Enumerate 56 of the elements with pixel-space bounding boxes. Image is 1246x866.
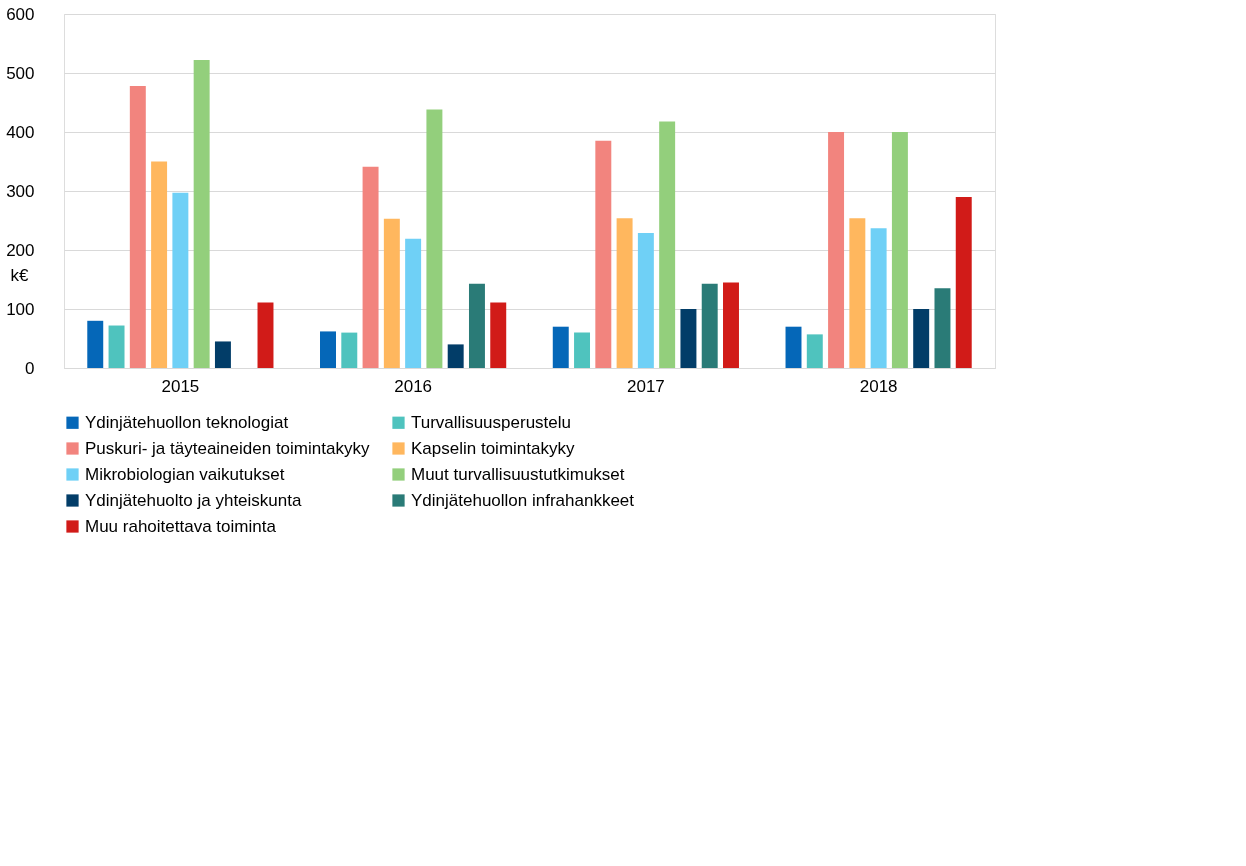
bar	[468, 283, 485, 368]
x-tick-label: 2017	[626, 376, 665, 396]
bar	[341, 332, 358, 368]
legend-label: Turvallisuusperustelu	[411, 412, 571, 432]
legend-label: Ydinjätehuolto ja yhteiskunta	[85, 490, 302, 510]
bar	[108, 325, 125, 368]
bar	[320, 331, 336, 368]
bar	[701, 283, 718, 368]
bar	[574, 332, 591, 368]
bar	[426, 109, 443, 368]
bar	[447, 344, 464, 368]
bar	[595, 140, 612, 368]
y-tick-label: 400	[6, 122, 35, 142]
bar	[659, 121, 676, 368]
bar	[637, 232, 654, 368]
bar	[490, 302, 507, 368]
bar	[806, 334, 823, 368]
y-tick-label: 100	[6, 299, 35, 319]
x-tick-label: 2018	[859, 376, 898, 396]
x-tick-label: 2015	[161, 376, 200, 396]
legend-label: Kapselin toimintakyky	[411, 438, 575, 458]
legend-label: Muu rahoitettava toiminta	[85, 516, 277, 536]
bar	[723, 282, 739, 368]
bar	[383, 218, 400, 368]
legend-label: Ydinjätehuollon infrahankkeet	[411, 490, 635, 510]
bar	[129, 85, 146, 368]
y-axis-title: k€	[10, 265, 30, 285]
bar	[172, 192, 189, 368]
bar	[151, 161, 168, 368]
bar	[616, 218, 633, 368]
bar	[257, 302, 274, 368]
bar	[87, 320, 104, 368]
bar	[785, 326, 802, 368]
bar	[955, 196, 972, 368]
bar	[193, 60, 210, 368]
y-tick-label: 0	[25, 358, 35, 378]
y-tick-label: 300	[6, 181, 35, 201]
bar	[552, 326, 569, 368]
y-tick-label: 200	[6, 240, 35, 260]
bar	[214, 341, 231, 368]
bar	[362, 166, 379, 368]
y-tick-label: 600	[6, 4, 35, 24]
bar	[849, 218, 866, 368]
bar	[891, 132, 908, 368]
y-tick-label: 500	[6, 63, 35, 83]
x-tick-label: 2016	[394, 376, 433, 396]
bar	[870, 228, 887, 368]
bar	[934, 288, 951, 368]
legend-label: Puskuri- ja täyteaineiden toimintakyky	[85, 438, 370, 458]
legend-label: Mikrobiologian vaikutukset	[85, 464, 285, 484]
bar	[828, 132, 845, 368]
legend-label: Muut turvallisuustutkimukset	[411, 464, 625, 484]
bar	[405, 238, 422, 368]
legend-label: Ydinjätehuollon teknologiat	[85, 412, 289, 432]
bar	[913, 309, 930, 368]
bar	[680, 309, 697, 368]
